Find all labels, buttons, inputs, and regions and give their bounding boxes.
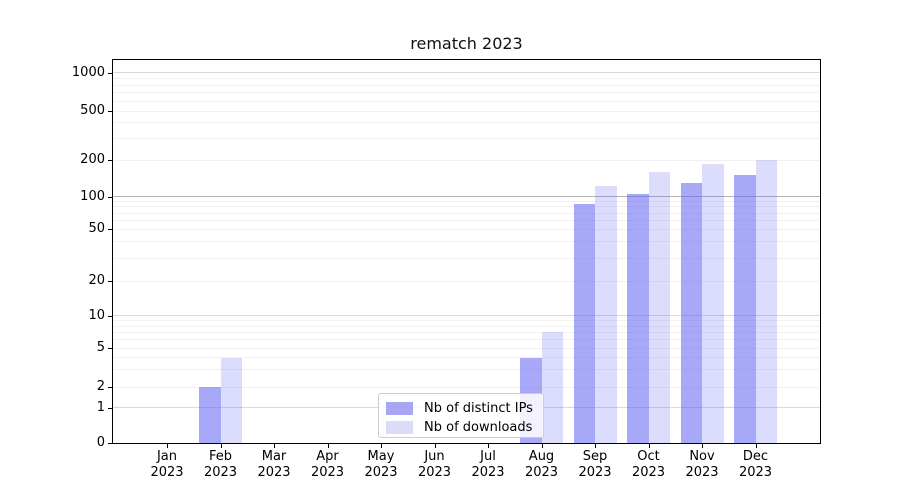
- bar-nov-distinct-ips: [680, 182, 702, 443]
- ytick-mark-1000: [108, 72, 112, 74]
- xtick-mark-dec: [755, 444, 757, 448]
- grid-line-5: [113, 347, 820, 349]
- bar-oct-downloads: [648, 171, 670, 443]
- grid-line-700: [113, 92, 820, 94]
- ytick-mark-2: [108, 387, 112, 388]
- ytick-mark-0: [108, 443, 112, 444]
- grid-line-300: [113, 137, 820, 139]
- bar-aug-downloads: [541, 332, 563, 443]
- grid-line-90: [113, 200, 820, 202]
- legend-item-downloads: Nb of downloads: [386, 419, 535, 435]
- ytick-label-0: 0: [96, 435, 105, 450]
- xtick-label-apr: Apr 2023: [310, 449, 345, 480]
- bar-dec-downloads: [755, 160, 777, 443]
- grid-line-200: [113, 159, 820, 161]
- xtick-label-may: May 2023: [364, 449, 398, 480]
- ytick-label-5: 5: [96, 340, 105, 356]
- xtick-label-aug: Aug 2023: [524, 449, 559, 480]
- ytick-mark-500: [108, 111, 112, 112]
- ytick-mark-1: [108, 407, 112, 409]
- xtick-mark-jun: [434, 444, 436, 448]
- ytick-mark-100: [108, 196, 112, 198]
- ytick-mark-10: [108, 315, 112, 317]
- bar-feb-distinct-ips: [199, 387, 221, 443]
- xtick-mark-apr: [327, 444, 329, 448]
- ytick-label-50: 50: [88, 221, 105, 237]
- xtick-mark-sep: [595, 444, 596, 448]
- ytick-mark-50: [108, 229, 112, 231]
- grid-line-900: [113, 78, 820, 80]
- grid-line-4: [113, 357, 820, 358]
- ytick-label-20: 20: [88, 273, 105, 289]
- xtick-mark-jan: [167, 444, 168, 448]
- xtick-mark-nov: [702, 444, 703, 448]
- ytick-mark-200: [108, 160, 112, 161]
- xtick-label-sep: Sep 2023: [578, 449, 612, 480]
- ytick-label-2: 2: [96, 379, 105, 394]
- grid-line-500: [113, 110, 820, 112]
- legend-label-distinct-ips: Nb of distinct IPs: [424, 400, 533, 416]
- xtick-label-dec: Dec 2023: [738, 449, 773, 480]
- legend-item-distinct-ips: Nb of distinct IPs: [386, 400, 535, 416]
- xtick-mark-mar: [274, 444, 275, 448]
- xtick-mark-jul: [488, 444, 489, 448]
- ytick-mark-5: [108, 348, 112, 350]
- grid-line-40: [113, 241, 820, 243]
- grid-line-800: [113, 84, 820, 86]
- xtick-mark-feb: [220, 444, 222, 448]
- xtick-label-jul: Jul 2023: [471, 449, 505, 480]
- xtick-label-feb: Feb 2023: [203, 449, 238, 480]
- xtick-mark-oct: [648, 444, 650, 448]
- grid-line-80: [113, 206, 820, 208]
- grid-line-6: [113, 339, 820, 341]
- ytick-label-1000: 1000: [71, 64, 105, 80]
- ytick-label-1: 1: [96, 399, 105, 415]
- grid-line-600: [113, 100, 820, 102]
- xtick-mark-may: [381, 444, 382, 448]
- xtick-mark-aug: [541, 444, 543, 448]
- bar-sep-distinct-ips: [573, 204, 595, 443]
- grid-line-70: [113, 212, 820, 214]
- grid-line-50: [113, 228, 820, 230]
- bar-sep-downloads: [595, 186, 617, 443]
- legend-label-downloads: Nb of downloads: [424, 419, 533, 435]
- xtick-label-mar: Mar 2023: [257, 449, 291, 480]
- ytick-label-10: 10: [88, 307, 105, 323]
- grid-line-100: [113, 196, 820, 197]
- grid-line-30: [113, 257, 820, 259]
- ytick-label-500: 500: [80, 103, 105, 118]
- grid-line-2: [113, 386, 820, 388]
- chart-title: rematch 2023: [410, 34, 523, 53]
- grid-line-400: [113, 122, 820, 124]
- plot-area: [112, 59, 821, 444]
- grid-line-8: [113, 325, 820, 327]
- grid-line-1000: [113, 72, 820, 74]
- ytick-mark-20: [108, 281, 112, 283]
- bar-dec-distinct-ips: [734, 175, 756, 443]
- xtick-label-jun: Jun 2023: [417, 449, 452, 480]
- legend: Nb of distinct IPs Nb of downloads: [378, 393, 544, 438]
- xtick-label-jan: Jan 2023: [150, 449, 184, 480]
- grid-line-3: [113, 369, 820, 371]
- legend-swatch-distinct-ips: [386, 401, 413, 415]
- grid-line-10: [113, 315, 820, 317]
- grid-line-7: [113, 331, 820, 333]
- ytick-label-100: 100: [80, 188, 105, 204]
- xtick-label-nov: Nov 2023: [685, 449, 719, 480]
- grid-line-20: [113, 280, 820, 282]
- bar-nov-downloads: [702, 164, 724, 443]
- grid-line-60: [113, 219, 820, 221]
- bar-feb-downloads: [220, 357, 242, 443]
- xtick-label-oct: Oct 2023: [631, 449, 666, 480]
- legend-swatch-downloads: [386, 420, 413, 434]
- grid-line-9: [113, 320, 820, 322]
- ytick-label-200: 200: [80, 152, 105, 167]
- bar-oct-distinct-ips: [627, 194, 649, 443]
